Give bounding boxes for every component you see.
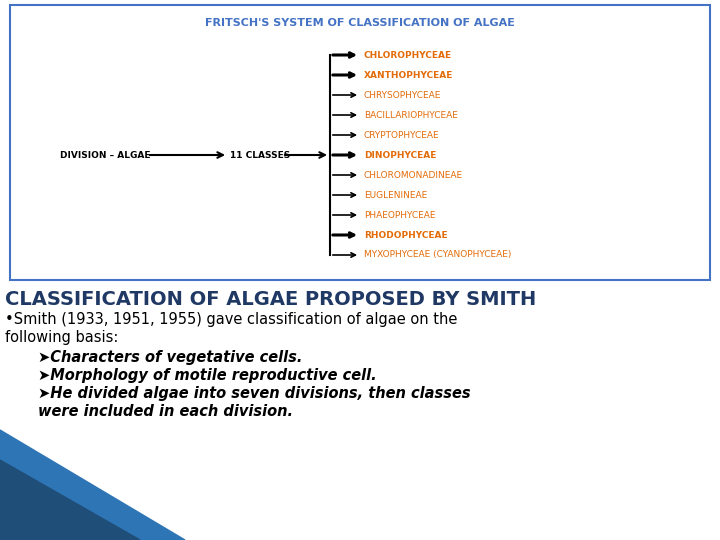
Polygon shape [0, 430, 185, 540]
Text: were included in each division.: were included in each division. [38, 404, 293, 419]
Text: •Smith (1933, 1951, 1955) gave classification of algae on the: •Smith (1933, 1951, 1955) gave classific… [5, 312, 457, 327]
Polygon shape [0, 460, 140, 540]
Text: 11 CLASSES: 11 CLASSES [230, 151, 290, 159]
FancyBboxPatch shape [10, 5, 710, 280]
Text: ➤Characters of vegetative cells.: ➤Characters of vegetative cells. [38, 350, 302, 365]
Text: ➤Morphology of motile reproductive cell.: ➤Morphology of motile reproductive cell. [38, 368, 377, 383]
Text: BACILLARIOPHYCEAE: BACILLARIOPHYCEAE [364, 111, 458, 119]
Text: following basis:: following basis: [5, 330, 118, 345]
Text: CLASSIFICATION OF ALGAE PROPOSED BY SMITH: CLASSIFICATION OF ALGAE PROPOSED BY SMIT… [5, 290, 536, 309]
Text: PHAEOPHYCEAE: PHAEOPHYCEAE [364, 211, 436, 219]
Text: RHODOPHYCEAE: RHODOPHYCEAE [364, 231, 448, 240]
Text: CHRYSOPHYCEAE: CHRYSOPHYCEAE [364, 91, 441, 99]
Text: CRYPTOPHYCEAE: CRYPTOPHYCEAE [364, 131, 440, 139]
Text: CHLOROPHYCEAE: CHLOROPHYCEAE [364, 51, 452, 59]
Text: XANTHOPHYCEAE: XANTHOPHYCEAE [364, 71, 454, 79]
Text: ➤He divided algae into seven divisions, then classes: ➤He divided algae into seven divisions, … [38, 386, 471, 401]
Text: EUGLENINEAE: EUGLENINEAE [364, 191, 427, 199]
Text: DIVISION – ALGAE: DIVISION – ALGAE [60, 151, 150, 159]
Text: DINOPHYCEAE: DINOPHYCEAE [364, 151, 436, 159]
Text: CHLOROMONADINEAE: CHLOROMONADINEAE [364, 171, 463, 179]
Text: MYXOPHYCEAE (CYANOPHYCEAE): MYXOPHYCEAE (CYANOPHYCEAE) [364, 251, 511, 260]
Text: FRITSCH'S SYSTEM OF CLASSIFICATION OF ALGAE: FRITSCH'S SYSTEM OF CLASSIFICATION OF AL… [205, 18, 515, 28]
